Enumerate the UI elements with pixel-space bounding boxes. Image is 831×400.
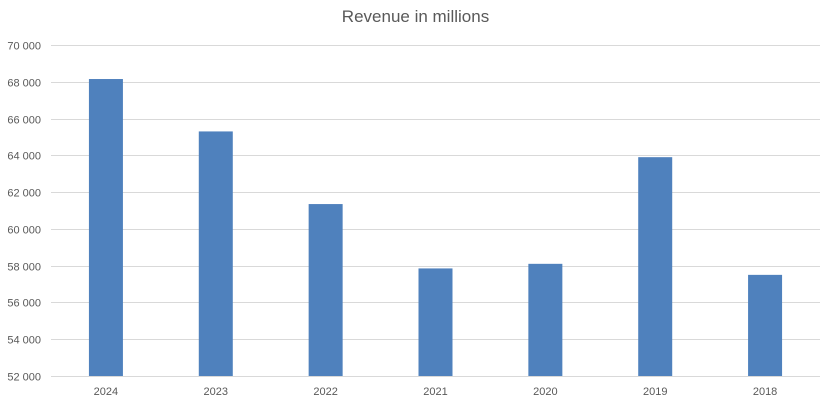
x-tick-label: 2019 — [643, 386, 667, 398]
bars — [88, 79, 783, 377]
gridlines — [51, 45, 820, 377]
bar-2021 — [418, 268, 453, 376]
bar-2023 — [198, 131, 233, 376]
y-tick-label: 54 000 — [7, 335, 41, 347]
bar-2022 — [308, 204, 343, 376]
x-tick-label: 2018 — [753, 386, 777, 398]
y-tick-label: 52 000 — [7, 372, 41, 384]
x-tick-label: 2021 — [423, 386, 447, 398]
y-tick-label: 66 000 — [7, 115, 41, 127]
y-tick-label: 60 000 — [7, 225, 41, 237]
y-tick-label: 68 000 — [7, 78, 41, 90]
y-tick-label: 56 000 — [7, 298, 41, 310]
bar-2020 — [528, 263, 563, 376]
y-tick-label: 62 000 — [7, 188, 41, 200]
y-tick-label: 64 000 — [7, 151, 41, 163]
x-axis-tick-labels: 2024 2023 2022 2021 2020 2019 2018 — [94, 386, 778, 398]
y-tick-label: 58 000 — [7, 262, 41, 274]
bar-2024 — [88, 79, 123, 377]
y-axis-tick-labels: 52 000 54 000 56 000 58 000 60 000 62 000 64 0… — [7, 41, 41, 384]
x-tick-label: 2024 — [94, 386, 118, 398]
x-tick-label: 2022 — [313, 386, 337, 398]
x-tick-label: 2020 — [533, 386, 557, 398]
chart-title: Revenue in millions — [341, 7, 490, 26]
bar-2018 — [748, 274, 783, 376]
bar-2019 — [638, 157, 673, 376]
x-tick-label: 2023 — [204, 386, 228, 398]
y-tick-label: 70 000 — [7, 41, 41, 53]
